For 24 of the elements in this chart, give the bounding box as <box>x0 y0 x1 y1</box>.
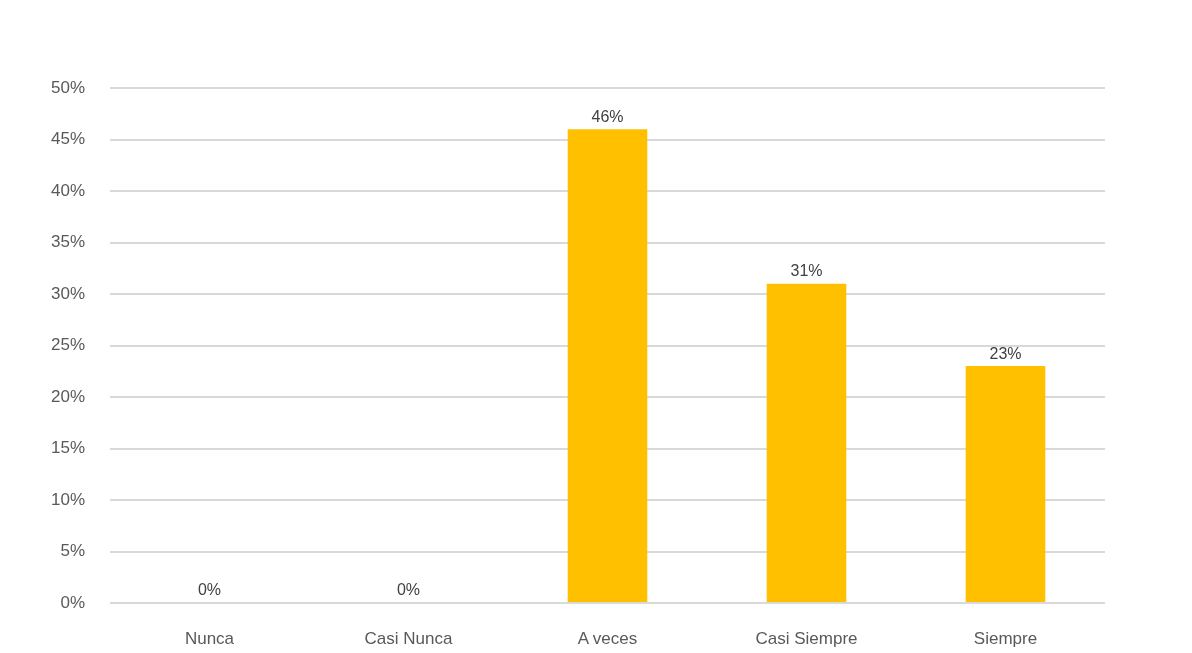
y-tick-label: 0% <box>60 592 85 612</box>
data-label: 23% <box>989 344 1022 362</box>
bar <box>766 283 847 602</box>
y-tick-label: 45% <box>50 129 85 149</box>
bar <box>965 366 1046 602</box>
bar <box>567 129 648 602</box>
y-tick-label: 35% <box>50 232 85 252</box>
x-tick-label: Casi Siempre <box>755 628 858 648</box>
y-tick-label: 25% <box>50 335 85 355</box>
data-label: 31% <box>790 262 823 280</box>
x-tick-label: Siempre <box>973 628 1038 648</box>
x-tick-label: Casi Nunca <box>364 628 453 648</box>
y-tick-label: 20% <box>50 386 85 406</box>
data-label: 46% <box>591 107 624 125</box>
y-tick-label: 5% <box>60 541 85 561</box>
data-label: 0% <box>396 581 421 599</box>
x-tick-label: Nunca <box>184 628 235 648</box>
y-tick-label: 15% <box>50 438 85 458</box>
y-tick-label: 10% <box>50 489 85 509</box>
y-tick-label: 50% <box>50 77 85 97</box>
y-tick-label: 40% <box>50 180 85 200</box>
data-label: 0% <box>197 581 222 599</box>
x-tick-label: A veces <box>577 628 638 648</box>
y-tick-label: 30% <box>50 283 85 303</box>
